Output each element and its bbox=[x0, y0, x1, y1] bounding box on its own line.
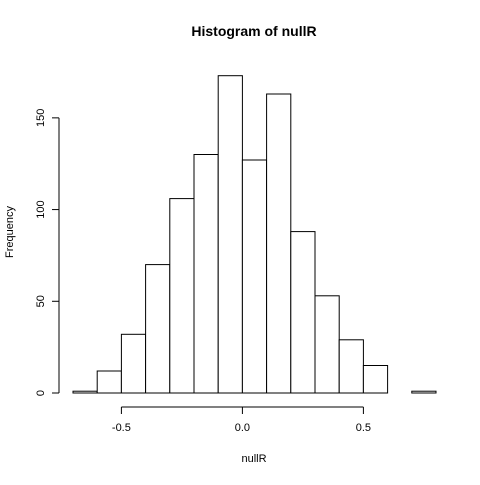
bars-group bbox=[72, 75, 437, 394]
y-axis-title: Frequency bbox=[4, 206, 16, 258]
histogram-bar bbox=[193, 154, 219, 394]
histogram-bar bbox=[120, 333, 147, 394]
histogram-bar bbox=[217, 75, 243, 394]
x-axis: -0.5 0.0 0.5 bbox=[112, 406, 371, 434]
y-tick-label: 150 bbox=[35, 109, 47, 127]
y-tick-label: 50 bbox=[35, 295, 47, 307]
x-tick-label: 0.5 bbox=[356, 422, 371, 434]
histogram-bar bbox=[169, 198, 195, 394]
chart-title: Histogram of nullR bbox=[191, 23, 316, 39]
y-tick-label: 100 bbox=[35, 200, 47, 218]
histogram-bar bbox=[338, 339, 364, 394]
histogram-bar bbox=[241, 159, 268, 394]
x-tick-label: 0.0 bbox=[235, 422, 250, 434]
histogram-bar bbox=[314, 295, 340, 394]
x-tick-label: -0.5 bbox=[112, 422, 131, 434]
histogram-bar bbox=[266, 93, 292, 394]
histogram-bar bbox=[290, 231, 316, 394]
histogram-bar bbox=[411, 390, 437, 394]
y-tick-label: 0 bbox=[35, 390, 47, 396]
x-axis-title: nullR bbox=[241, 453, 266, 465]
histogram-bar bbox=[362, 365, 389, 394]
y-axis: 0 50 100 150 bbox=[35, 109, 60, 396]
histogram-bar bbox=[145, 264, 171, 394]
histogram-bar bbox=[72, 390, 98, 394]
histogram-bar bbox=[96, 370, 122, 394]
